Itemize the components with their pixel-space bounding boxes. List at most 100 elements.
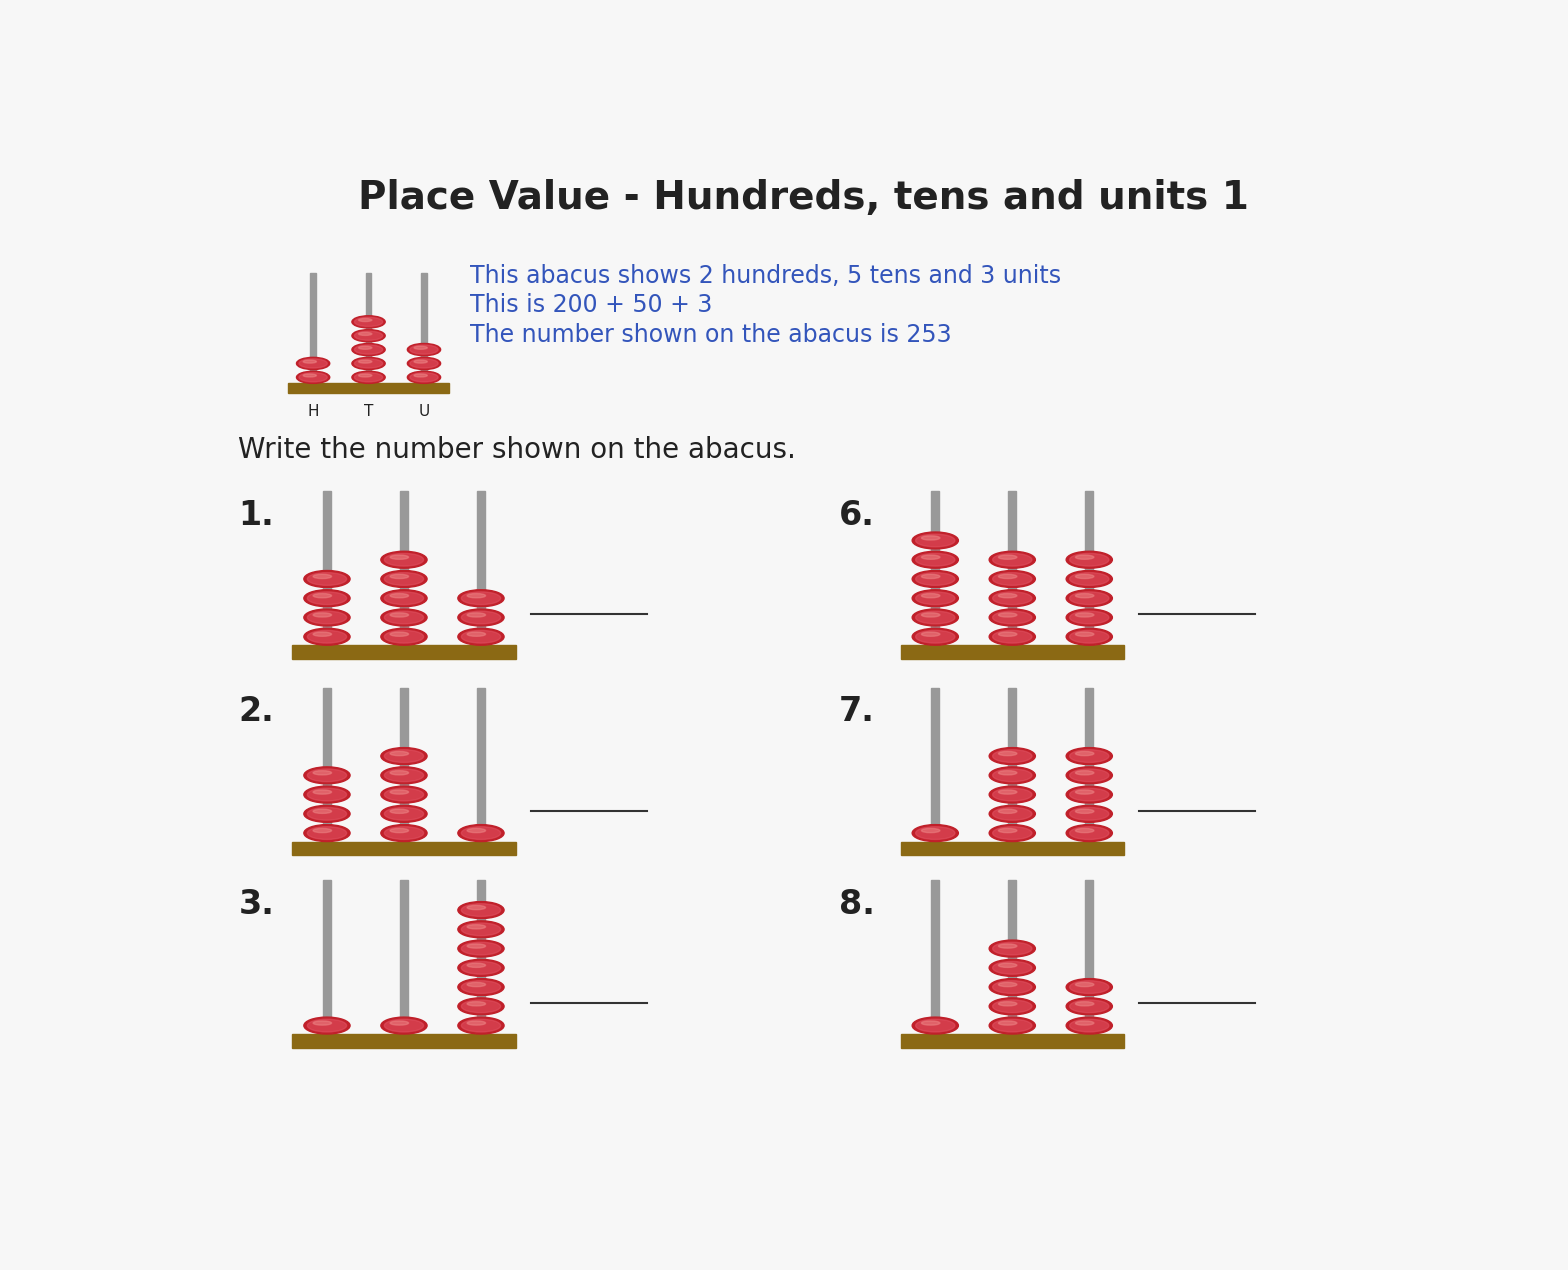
Ellipse shape [384,630,423,643]
Ellipse shape [467,828,486,833]
Ellipse shape [354,372,383,382]
Ellipse shape [390,555,409,559]
Ellipse shape [916,535,955,547]
Ellipse shape [381,786,426,803]
Bar [310,273,315,384]
Ellipse shape [304,589,350,607]
Text: The number shown on the abacus is 253: The number shown on the abacus is 253 [470,323,952,347]
Bar [477,880,485,1034]
Ellipse shape [314,574,331,579]
Ellipse shape [381,824,426,842]
Ellipse shape [351,316,386,328]
Ellipse shape [408,343,441,356]
Bar [323,687,331,842]
Ellipse shape [916,1020,955,1033]
Ellipse shape [1066,998,1112,1015]
Ellipse shape [381,767,426,784]
Ellipse shape [458,629,503,645]
Ellipse shape [993,573,1032,585]
Ellipse shape [461,904,500,917]
Ellipse shape [989,1017,1035,1034]
Ellipse shape [381,551,426,568]
Ellipse shape [989,959,1035,977]
Bar [323,491,331,645]
Ellipse shape [1069,789,1109,801]
Ellipse shape [1076,983,1094,987]
Ellipse shape [1066,979,1112,996]
Ellipse shape [922,1021,939,1025]
Text: Write the number shown on the abacus.: Write the number shown on the abacus. [238,436,797,464]
Ellipse shape [999,613,1018,617]
Ellipse shape [1069,554,1109,566]
Ellipse shape [461,611,500,624]
Bar [292,645,516,659]
Ellipse shape [299,372,328,382]
Ellipse shape [989,748,1035,765]
Ellipse shape [461,630,500,643]
Ellipse shape [304,767,350,784]
Ellipse shape [467,593,486,598]
Ellipse shape [390,1021,409,1025]
Ellipse shape [390,632,409,636]
Text: 3.: 3. [238,888,274,921]
Ellipse shape [993,980,1032,993]
Ellipse shape [467,963,486,968]
Ellipse shape [384,768,423,781]
Ellipse shape [384,808,423,820]
Ellipse shape [381,1017,426,1034]
Bar [1008,880,1016,1034]
Ellipse shape [1069,980,1109,993]
Ellipse shape [314,593,331,598]
Ellipse shape [989,610,1035,626]
Bar [931,687,939,842]
Text: Place Value - Hundreds, tens and units 1: Place Value - Hundreds, tens and units 1 [358,179,1250,217]
Ellipse shape [989,570,1035,588]
Ellipse shape [409,345,437,354]
Ellipse shape [916,827,955,839]
Ellipse shape [467,632,486,636]
Ellipse shape [307,573,347,585]
Ellipse shape [999,752,1018,756]
Ellipse shape [390,771,409,775]
Ellipse shape [1076,828,1094,833]
Ellipse shape [993,808,1032,820]
Ellipse shape [354,331,383,340]
Text: 1.: 1. [238,499,274,532]
Ellipse shape [307,592,347,605]
Ellipse shape [993,630,1032,643]
Bar [289,384,448,394]
Ellipse shape [922,828,939,833]
Ellipse shape [381,805,426,822]
Ellipse shape [1069,630,1109,643]
Ellipse shape [458,979,503,996]
Bar [400,687,408,842]
Ellipse shape [314,790,331,794]
Ellipse shape [1066,589,1112,607]
Ellipse shape [1066,551,1112,568]
Ellipse shape [458,1017,503,1034]
Ellipse shape [916,630,955,643]
Ellipse shape [461,961,500,974]
Ellipse shape [989,940,1035,958]
Ellipse shape [1076,593,1094,598]
Ellipse shape [993,961,1032,974]
Ellipse shape [384,1020,423,1033]
Ellipse shape [384,749,423,762]
Ellipse shape [993,749,1032,762]
Text: T: T [364,404,373,419]
Ellipse shape [993,554,1032,566]
Text: This is 200 + 50 + 3: This is 200 + 50 + 3 [470,293,712,318]
Ellipse shape [1076,790,1094,794]
Ellipse shape [1066,786,1112,803]
Ellipse shape [304,610,350,626]
Ellipse shape [1069,768,1109,781]
Ellipse shape [1076,632,1094,636]
Ellipse shape [467,1002,486,1006]
Ellipse shape [993,999,1032,1012]
Ellipse shape [989,998,1035,1015]
Ellipse shape [409,372,437,382]
Bar [900,645,1124,659]
Ellipse shape [999,555,1018,559]
Ellipse shape [304,1017,350,1034]
Ellipse shape [296,357,329,370]
